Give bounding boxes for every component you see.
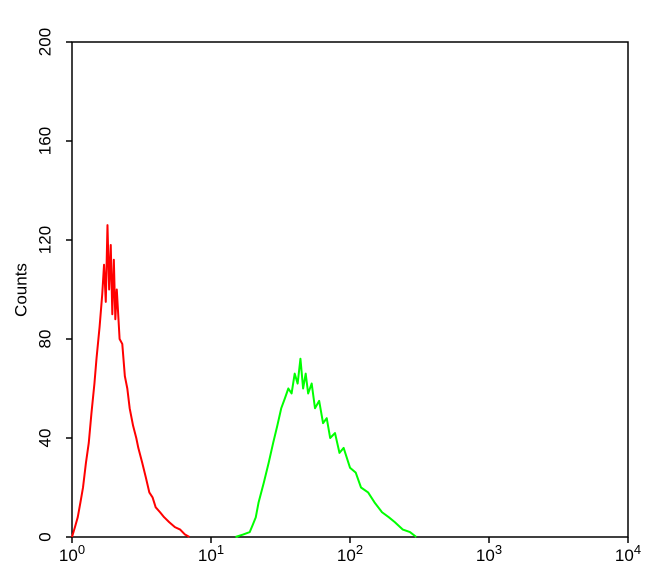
histogram-line: [71, 224, 190, 538]
x-tick-label: 100: [59, 542, 85, 565]
y-tick-label: 0: [35, 532, 54, 541]
x-tick-base: 10: [198, 546, 217, 565]
x-tick-base: 10: [476, 546, 495, 565]
y-tick-label: 80: [35, 330, 54, 349]
plot-frame: [71, 41, 629, 538]
y-tick-label: 200: [35, 28, 54, 56]
x-tick-label: 101: [198, 542, 224, 565]
x-tick-exponent: 4: [634, 542, 641, 557]
y-axis-label: Counts: [11, 263, 30, 317]
histogram-line: [235, 357, 417, 538]
x-tick-exponent: 2: [356, 542, 363, 557]
y-tick-label: 160: [35, 127, 54, 155]
x-tick-exponent: 0: [78, 542, 85, 557]
x-tick-label: 102: [337, 542, 363, 565]
x-tick-exponent: 1: [217, 542, 224, 557]
x-tick-label: 103: [476, 542, 502, 565]
y-tick-label: 120: [35, 226, 54, 254]
x-tick-base: 10: [59, 546, 78, 565]
y-tick-label: 40: [35, 429, 54, 448]
x-tick-label: 104: [615, 542, 641, 565]
x-tick-base: 10: [615, 546, 634, 565]
x-tick-exponent: 3: [495, 542, 502, 557]
x-tick-base: 10: [337, 546, 356, 565]
